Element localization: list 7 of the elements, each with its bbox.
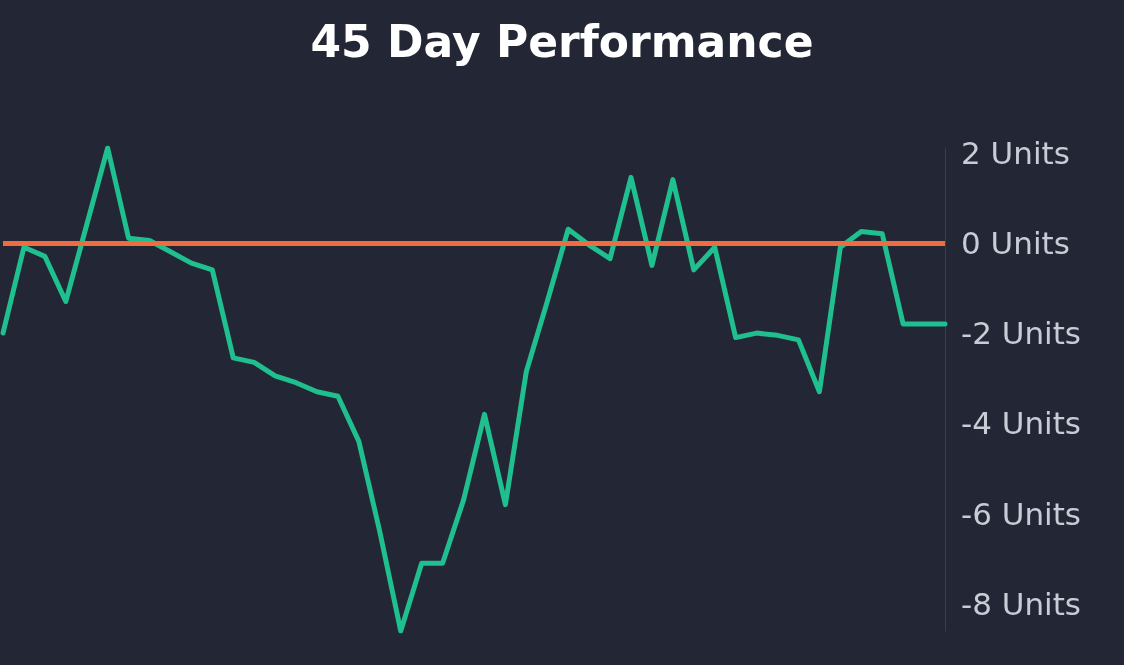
y-tick-label: -6 Units <box>961 495 1082 532</box>
y-tick-label: -2 Units <box>961 315 1082 352</box>
y-tick-label: -8 Units <box>961 585 1082 622</box>
y-tick-label: 0 Units <box>961 224 1070 261</box>
y-tick-label: 2 Units <box>961 134 1070 171</box>
y-tick-label: -4 Units <box>961 405 1082 442</box>
chart-title: 45 Day Performance <box>310 15 814 67</box>
